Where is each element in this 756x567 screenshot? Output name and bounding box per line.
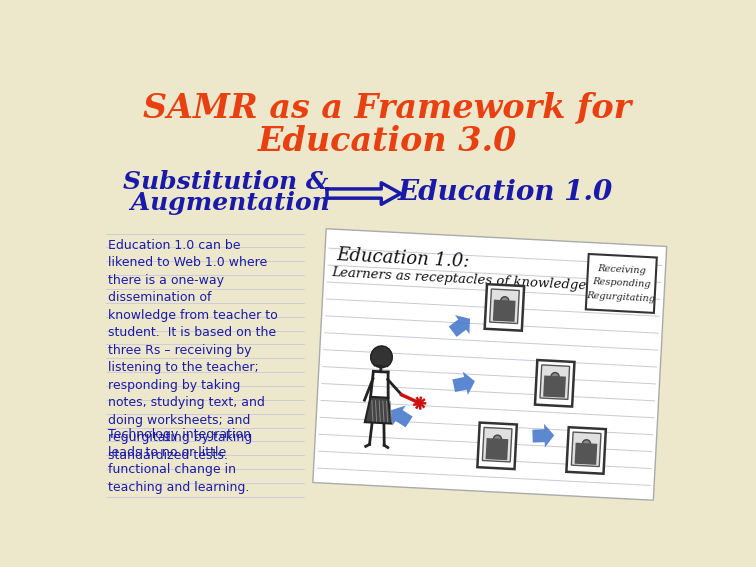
Text: Learners as receptacles of knowledge: Learners as receptacles of knowledge — [331, 266, 587, 293]
Polygon shape — [543, 375, 566, 397]
Text: Education 3.0: Education 3.0 — [258, 125, 517, 158]
Polygon shape — [313, 229, 667, 500]
Text: Technology integration
leads to no or little
functional change in
teaching and l: Technology integration leads to no or li… — [108, 429, 252, 494]
Text: Substitution &: Substitution & — [123, 170, 329, 194]
Polygon shape — [493, 299, 516, 322]
Text: SAMR as a Framework for: SAMR as a Framework for — [144, 92, 631, 125]
Polygon shape — [532, 424, 554, 447]
Polygon shape — [490, 289, 519, 324]
Polygon shape — [535, 360, 575, 407]
Polygon shape — [371, 347, 392, 367]
Circle shape — [582, 440, 590, 448]
Polygon shape — [449, 315, 470, 337]
Text: Education 1.0 can be
likened to Web 1.0 where
there is a one-way
dissemination o: Education 1.0 can be likened to Web 1.0 … — [108, 239, 278, 462]
Polygon shape — [485, 438, 508, 460]
Polygon shape — [485, 284, 524, 331]
Polygon shape — [391, 405, 413, 428]
Polygon shape — [572, 432, 601, 467]
Polygon shape — [365, 397, 392, 424]
Polygon shape — [575, 443, 597, 465]
Circle shape — [551, 373, 559, 380]
Text: Responding: Responding — [592, 277, 651, 290]
Circle shape — [500, 297, 509, 304]
Polygon shape — [540, 365, 569, 399]
Polygon shape — [371, 346, 392, 366]
Polygon shape — [586, 254, 657, 313]
Text: Education 1.0: Education 1.0 — [398, 179, 613, 206]
Polygon shape — [477, 422, 517, 469]
Polygon shape — [452, 372, 475, 395]
Text: Regurgitating: Regurgitating — [586, 291, 655, 303]
Text: Augmentation: Augmentation — [122, 191, 330, 215]
Text: Receiving: Receiving — [597, 264, 646, 276]
Text: Education 1.0:: Education 1.0: — [336, 246, 470, 271]
Circle shape — [494, 435, 501, 443]
Polygon shape — [482, 428, 512, 462]
Polygon shape — [566, 427, 606, 474]
